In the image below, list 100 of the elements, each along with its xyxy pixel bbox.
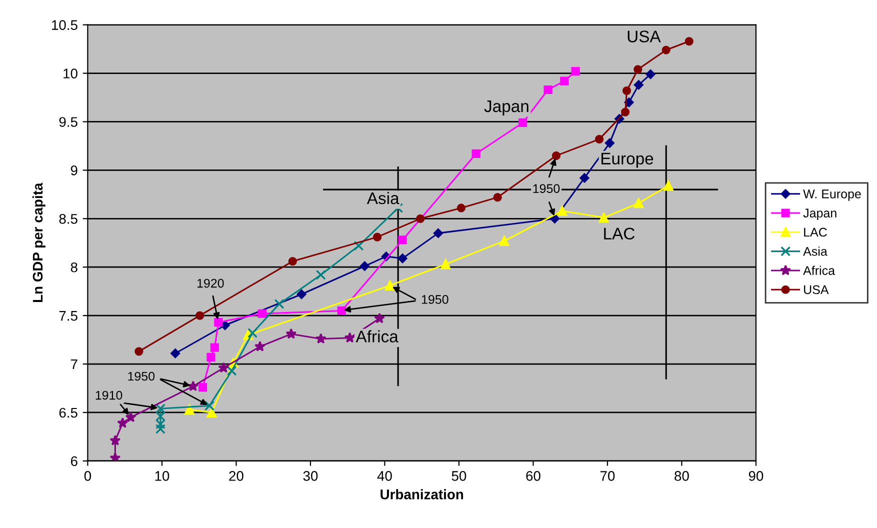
point [598, 212, 609, 223]
point [634, 65, 642, 74]
point [634, 198, 644, 208]
annotation: Asia [366, 192, 400, 204]
legend-label: W. Europe [803, 190, 861, 201]
point [344, 332, 356, 343]
point [206, 407, 217, 418]
y-axis-title: Ln GDP per capita [32, 182, 46, 302]
point [198, 382, 208, 392]
y-tick-label: 10 [64, 68, 78, 78]
point [493, 193, 502, 202]
y-tick-label: 9.5 [59, 117, 78, 127]
point [155, 424, 166, 434]
point [398, 236, 407, 244]
legend-label: LAC [804, 228, 827, 237]
x-tick-label: 20 [229, 471, 244, 481]
annotation: USA [628, 30, 661, 42]
annotation: Africa [356, 330, 398, 342]
point [360, 261, 370, 271]
point [456, 204, 466, 212]
point [398, 254, 408, 264]
point [206, 352, 216, 362]
point [258, 309, 266, 318]
legend-label: Japan [803, 208, 836, 220]
point [440, 259, 451, 270]
point [433, 228, 443, 238]
legend-label: Africa [803, 266, 836, 275]
point [372, 232, 382, 242]
point [254, 340, 266, 352]
point [550, 214, 560, 224]
point [337, 306, 346, 316]
point [155, 419, 166, 430]
point [416, 214, 425, 223]
point [188, 380, 199, 392]
point [110, 434, 121, 446]
point [274, 298, 284, 309]
x-tick-label: 60 [526, 471, 540, 481]
point [170, 348, 180, 358]
point [544, 85, 552, 94]
x-tick-label: 90 [748, 471, 764, 481]
point [155, 411, 166, 422]
y-tick-label: 8.5 [59, 214, 78, 224]
y-tick-label: 6.5 [59, 408, 78, 418]
point [604, 138, 614, 148]
point [518, 118, 528, 128]
point [662, 46, 670, 54]
annotation: 1910 [96, 390, 122, 400]
legend-label: Asia [803, 246, 828, 256]
point [210, 343, 219, 352]
point [125, 412, 136, 422]
annotation: Europe [601, 152, 654, 168]
annotation: 1950 [128, 372, 155, 381]
point [557, 206, 568, 216]
point [248, 328, 258, 338]
point [286, 328, 297, 339]
annotation: 1950 [422, 295, 448, 304]
y-tick-label: 10.5 [52, 20, 78, 30]
point [288, 256, 297, 266]
legend-label: USA [804, 285, 829, 294]
point [552, 151, 561, 160]
point [646, 69, 656, 80]
point [622, 86, 632, 96]
annotation: 1950 [533, 184, 560, 194]
y-tick-label: 7 [70, 360, 78, 370]
point [134, 347, 144, 356]
annotation: 1920 [197, 278, 224, 288]
point [663, 180, 674, 191]
point [226, 366, 237, 376]
point [384, 280, 395, 291]
x-tick-label: 0 [84, 471, 92, 481]
point [196, 311, 204, 320]
point [620, 108, 630, 116]
point [184, 404, 194, 415]
point [315, 333, 326, 344]
x-tick-label: 10 [155, 471, 170, 481]
point [214, 318, 223, 327]
x-tick-label: 30 [303, 471, 318, 481]
point [218, 362, 230, 373]
point [594, 134, 604, 144]
point [580, 173, 590, 183]
point [374, 312, 385, 324]
point [204, 400, 214, 411]
point [117, 417, 128, 428]
y-tick-label: 9 [70, 166, 78, 176]
point [571, 67, 580, 76]
point [684, 36, 694, 46]
point [155, 404, 166, 414]
x-tick-label: 70 [600, 471, 615, 481]
y-tick-label: 7.5 [59, 311, 78, 321]
point [634, 80, 644, 90]
point [316, 270, 326, 280]
y-tick-label: 6 [70, 456, 78, 466]
x-tick-label: 80 [674, 471, 689, 481]
x-tick-label: 50 [452, 471, 466, 481]
x-axis-title: Urbanization [380, 489, 464, 500]
point [472, 149, 480, 158]
point [499, 236, 510, 246]
point [354, 240, 364, 251]
annotation: LAC [604, 228, 635, 240]
point [560, 76, 569, 86]
